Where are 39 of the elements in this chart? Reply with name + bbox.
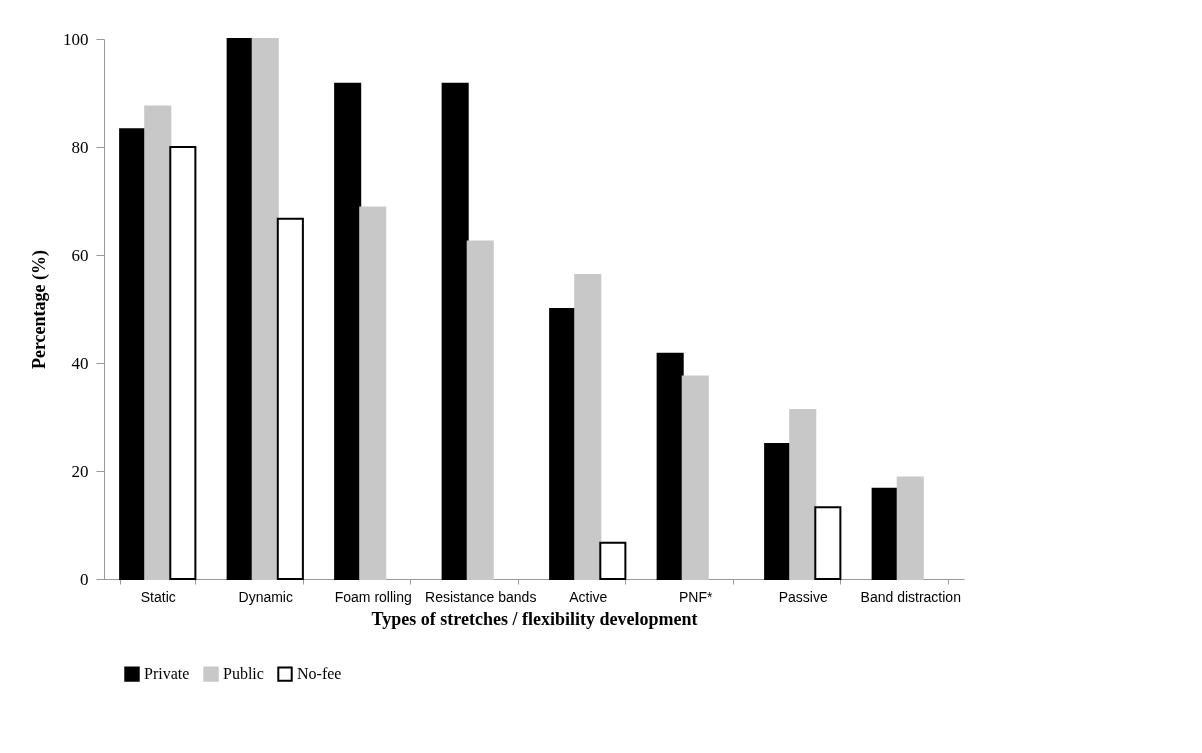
legend-label: Public <box>223 665 264 683</box>
bar <box>466 240 494 580</box>
bar <box>814 506 842 580</box>
bar <box>764 443 792 580</box>
bar <box>789 408 817 580</box>
x-tick-label: PNF* <box>679 588 714 605</box>
y-tick-label: 20 <box>71 461 89 481</box>
bar <box>656 352 684 580</box>
bar <box>334 82 362 580</box>
bar <box>276 217 304 580</box>
bar <box>574 273 602 580</box>
x-tick-label: Passive <box>778 588 828 605</box>
legend-label: No-fee <box>297 665 342 683</box>
bar <box>144 105 172 580</box>
bar <box>169 146 197 580</box>
y-tick-label: 60 <box>71 245 89 265</box>
x-tick-label: Dynamic <box>238 588 293 605</box>
y-tick-label: 0 <box>80 569 89 589</box>
x-tick-label: Foam rolling <box>334 588 412 605</box>
y-tick-label: 100 <box>63 29 89 49</box>
bar <box>549 308 577 580</box>
x-tick-label: Static <box>140 588 176 605</box>
legend-label: Private <box>144 665 190 683</box>
bar <box>226 38 254 580</box>
bar <box>599 541 627 580</box>
bar <box>441 82 469 580</box>
x-tick-label: Band distraction <box>860 588 961 605</box>
x-tick-label: Resistance bands <box>425 588 537 605</box>
y-tick-label: 40 <box>71 353 89 373</box>
y-tick-label: 80 <box>71 137 89 157</box>
bar <box>119 128 147 580</box>
x-axis-title: Types of stretches / flexibility development <box>371 608 698 629</box>
bar <box>896 476 924 580</box>
x-tick-label: Active <box>569 588 608 605</box>
y-axis-title: Percentage (%) <box>29 249 50 370</box>
bar <box>871 487 899 580</box>
bar <box>359 206 387 580</box>
bar <box>251 38 279 580</box>
bar <box>681 375 709 580</box>
